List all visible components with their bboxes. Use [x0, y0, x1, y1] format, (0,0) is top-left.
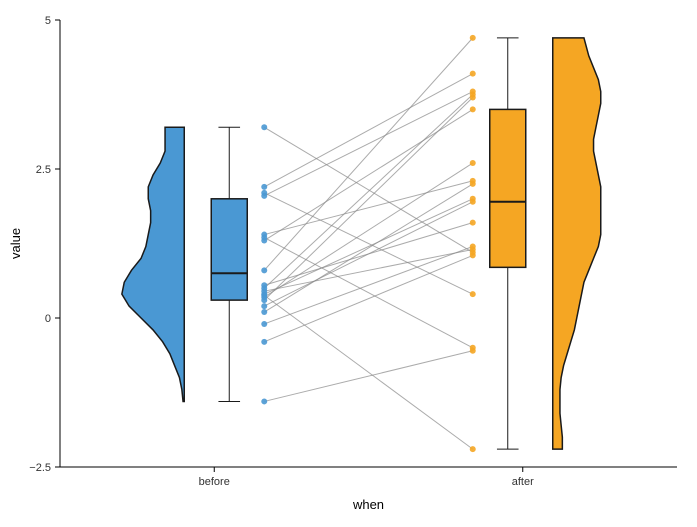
- chart-svg: −2.5 0 2.5 5 before after value when: [0, 0, 697, 527]
- point-before: [261, 398, 267, 404]
- y-axis-label: value: [8, 228, 23, 259]
- point-after: [470, 71, 476, 77]
- point-after: [470, 220, 476, 226]
- point-after: [470, 291, 476, 297]
- point-after: [470, 35, 476, 41]
- point-after: [470, 181, 476, 187]
- point-before: [261, 193, 267, 199]
- raincloud-chart: −2.5 0 2.5 5 before after value when: [0, 0, 697, 527]
- point-before: [261, 303, 267, 309]
- box: [211, 199, 247, 300]
- y-tick-label: 2.5: [36, 164, 51, 176]
- point-before: [261, 238, 267, 244]
- point-after: [470, 252, 476, 258]
- y-tick-label: 5: [45, 15, 51, 27]
- point-before: [261, 184, 267, 190]
- x-axis-label: when: [352, 497, 384, 512]
- y-tick-label: 0: [45, 313, 51, 325]
- x-tick-label: after: [512, 476, 534, 488]
- box: [490, 109, 526, 267]
- y-tick-label: −2.5: [29, 462, 51, 474]
- point-before: [261, 267, 267, 273]
- point-after: [470, 94, 476, 100]
- point-after: [470, 160, 476, 166]
- point-before: [261, 124, 267, 130]
- point-before: [261, 309, 267, 315]
- point-before: [261, 321, 267, 327]
- point-after: [470, 348, 476, 354]
- point-after: [470, 446, 476, 452]
- point-before: [261, 297, 267, 303]
- point-before: [261, 339, 267, 345]
- point-after: [470, 199, 476, 205]
- point-after: [470, 106, 476, 112]
- x-tick-label: before: [199, 476, 230, 488]
